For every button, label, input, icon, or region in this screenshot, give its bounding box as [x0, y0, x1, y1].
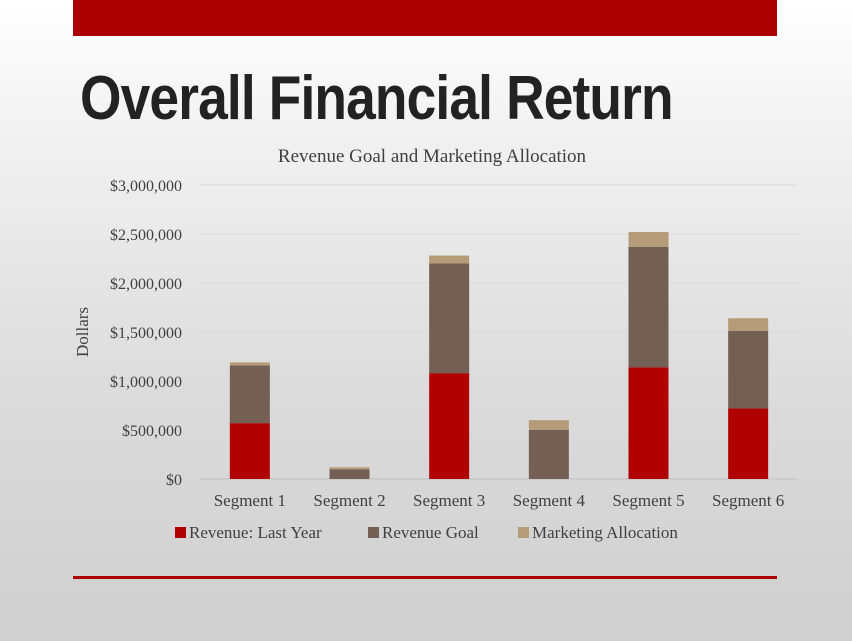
x-tick-label: Segment 3 — [413, 491, 485, 510]
bar-segment — [329, 469, 370, 479]
bar-segment — [429, 255, 470, 264]
chart-title: Revenue Goal and Marketing Allocation — [278, 146, 587, 167]
bar-segment — [728, 331, 769, 409]
y-tick-label: $1,000,000 — [110, 374, 182, 391]
y-tick-label: $1,500,000 — [110, 325, 182, 342]
bar-segment — [429, 263, 470, 374]
top-accent-bar — [73, 0, 777, 36]
bar-segment — [329, 467, 370, 470]
bar-segment — [628, 232, 669, 247]
legend-label: Revenue Goal — [382, 523, 479, 542]
x-tick-label: Segment 5 — [612, 491, 684, 510]
bar-segment — [528, 430, 569, 479]
y-tick-label: $2,500,000 — [110, 227, 182, 244]
legend-label: Revenue: Last Year — [189, 523, 322, 542]
bar-segment — [528, 420, 569, 430]
y-tick-label: $500,000 — [122, 423, 182, 440]
y-tick-label: $3,000,000 — [110, 178, 182, 195]
y-axis-label: Dollars — [73, 307, 92, 357]
y-tick-label: $0 — [166, 472, 182, 489]
bar-segment — [728, 408, 769, 479]
legend-swatch — [368, 527, 379, 538]
x-tick-label: Segment 6 — [712, 491, 784, 510]
x-tick-label: Segment 2 — [313, 491, 385, 510]
x-tick-label: Segment 1 — [214, 491, 286, 510]
bar-segment — [229, 423, 270, 479]
bar-segment — [229, 365, 270, 424]
legend-swatch — [175, 527, 186, 538]
y-tick-label: $2,000,000 — [110, 276, 182, 293]
x-tick-label: Segment 4 — [513, 491, 586, 510]
bar-segment — [229, 362, 270, 366]
bar-segment — [628, 246, 669, 368]
legend-swatch — [518, 527, 529, 538]
legend-label: Marketing Allocation — [532, 523, 678, 542]
bottom-accent-line — [73, 576, 777, 579]
slide-title: Overall Financial Return — [80, 64, 674, 133]
bar-segment — [429, 373, 470, 479]
bar-segment — [628, 367, 669, 479]
bar-segment — [728, 318, 769, 332]
